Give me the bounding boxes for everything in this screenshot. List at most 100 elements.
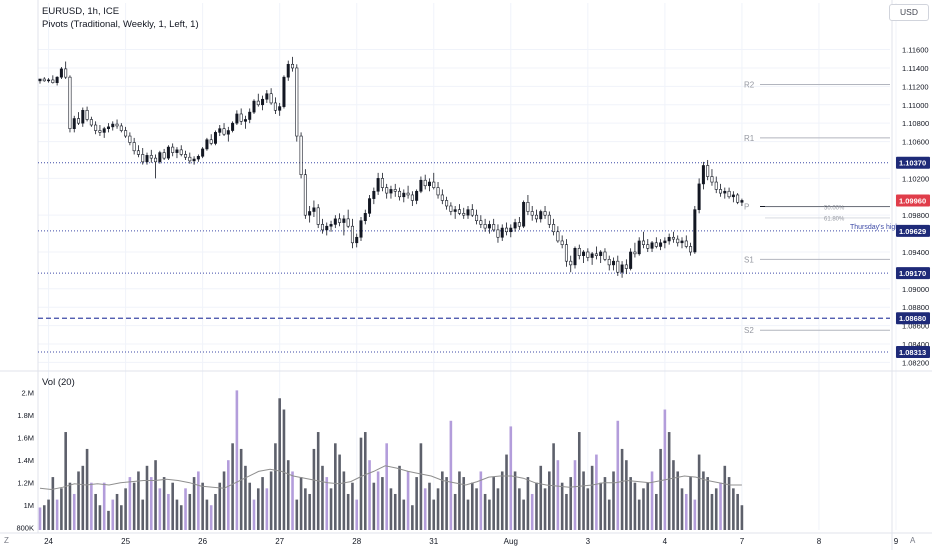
candle-body	[179, 149, 183, 155]
candle-body	[72, 118, 76, 129]
price-tick-label: 1.11400	[902, 64, 929, 73]
volume-bar	[676, 471, 680, 530]
candle-body	[196, 155, 200, 160]
candle-body	[560, 240, 564, 245]
candle-body	[479, 220, 483, 225]
volume-indicator-label[interactable]: Vol (20)	[42, 377, 75, 388]
volume-bar	[137, 471, 140, 530]
volume-bar	[488, 499, 491, 530]
volume-bar	[94, 493, 97, 530]
volume-bar	[595, 454, 598, 530]
volume-bar	[269, 471, 273, 530]
candle-body	[470, 209, 474, 216]
price-tick-label: 1.09400	[902, 248, 929, 257]
candle-body	[248, 111, 252, 120]
candle-body	[205, 139, 209, 150]
candle-body	[607, 259, 611, 266]
volume-bar	[124, 488, 127, 530]
volume-bar	[663, 409, 667, 530]
candle-body	[500, 227, 504, 238]
candle-body	[286, 63, 290, 78]
candle-body	[432, 181, 436, 188]
volume-tick-label: 1.8M	[17, 411, 34, 420]
candle-body	[166, 146, 170, 159]
candle-body	[380, 178, 384, 188]
candle-body	[124, 130, 128, 137]
candle-body	[333, 218, 337, 225]
volume-bar	[505, 454, 508, 530]
candle-body	[154, 157, 158, 163]
price-tick-label: 1.08600	[902, 322, 929, 331]
volume-bar	[470, 482, 474, 530]
candle-body	[398, 190, 402, 198]
volume-bar	[342, 471, 346, 530]
volume-bar	[51, 477, 55, 530]
price-tick-label: 1.08400	[902, 340, 929, 349]
candle-body	[740, 200, 744, 203]
volume-bar	[385, 443, 388, 530]
candle-body	[564, 244, 568, 262]
candle-body	[59, 68, 63, 78]
volume-bar	[518, 488, 521, 530]
volume-bar	[256, 488, 260, 530]
candle-body	[226, 130, 230, 135]
volume-bar	[496, 488, 500, 530]
volume-bar	[381, 477, 384, 530]
volume-bar	[128, 477, 132, 530]
volume-bar	[261, 477, 264, 530]
volume-bar	[642, 488, 645, 530]
candle-body	[145, 155, 149, 163]
candle-body	[359, 220, 363, 238]
volume-bar	[411, 505, 414, 530]
volume-bar	[278, 398, 281, 530]
volume-bar	[625, 460, 628, 530]
volume-bar	[98, 505, 102, 530]
price-tick-label: 1.10200	[902, 174, 929, 183]
volume-bar	[308, 493, 311, 530]
volume-bar	[509, 426, 513, 530]
pivots-indicator-label[interactable]: Pivots (Traditional, Weekly, 1, Left, 1)	[42, 19, 199, 30]
date-tick-label: 9	[894, 537, 899, 546]
candle-body	[372, 190, 376, 199]
candle-body	[209, 139, 213, 144]
candle-body	[188, 156, 192, 162]
candle-body	[701, 165, 705, 185]
candle-body	[141, 154, 145, 163]
volume-bar	[222, 471, 226, 530]
volume-bar	[231, 443, 234, 530]
level-label: Thursday's high	[850, 224, 899, 231]
currency-button[interactable]: USD	[889, 4, 929, 21]
candle-body	[667, 236, 671, 242]
candle-body	[483, 224, 487, 229]
date-tick-label: 31	[429, 537, 438, 546]
volume-bar	[500, 471, 504, 530]
candle-body	[98, 130, 102, 133]
volume-bar	[432, 499, 436, 530]
volume-bar	[376, 471, 380, 530]
candle-body	[462, 213, 466, 216]
volume-bar	[569, 477, 573, 530]
volume-bar	[479, 471, 483, 530]
candle-body	[573, 248, 577, 266]
volume-bar	[458, 471, 461, 530]
candle-body	[594, 253, 598, 256]
candle-body	[624, 264, 628, 269]
candle-body	[586, 251, 590, 258]
volume-bar	[389, 488, 393, 530]
candle-body	[89, 119, 93, 126]
volume-bar	[338, 454, 341, 530]
zoom-icon[interactable]: Z	[4, 536, 9, 545]
candle-body	[77, 118, 81, 124]
auto-scale-icon[interactable]: A	[910, 536, 916, 545]
candle-body	[81, 109, 85, 124]
candle-body	[654, 242, 658, 247]
volume-bar	[171, 482, 174, 530]
candle-body	[603, 251, 607, 260]
volume-bar	[620, 448, 624, 530]
volume-bar	[539, 465, 543, 530]
candle-body	[599, 251, 603, 256]
candle-body	[445, 200, 449, 207]
candle-body	[659, 242, 663, 247]
candle-body	[162, 152, 166, 159]
